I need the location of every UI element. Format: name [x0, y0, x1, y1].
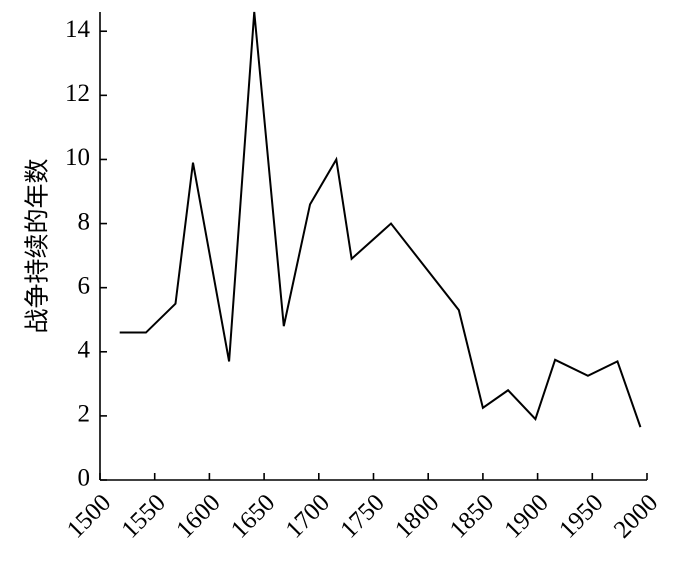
x-tick-label: 1900 — [499, 489, 553, 543]
y-tick-label: 10 — [65, 144, 90, 171]
x-tick-label: 1550 — [117, 489, 171, 543]
x-tick-label: 1950 — [554, 489, 608, 543]
x-tick-label: 1600 — [171, 489, 225, 543]
y-tick-label: 12 — [65, 80, 90, 107]
x-tick-label: 1500 — [62, 489, 116, 543]
data-line — [119, 11, 642, 428]
x-tick-label: 1850 — [445, 489, 499, 543]
y-tick-label: 4 — [78, 337, 91, 364]
x-tick-label: 1700 — [281, 489, 335, 543]
x-tick-label: 1800 — [390, 489, 444, 543]
y-tick-label: 6 — [78, 272, 91, 299]
x-tick-label: 1650 — [226, 489, 280, 543]
y-tick-label: 2 — [78, 401, 91, 428]
x-tick-label: 1750 — [335, 489, 389, 543]
y-tick-label: 0 — [78, 465, 91, 492]
y-tick-label: 14 — [65, 16, 91, 43]
x-tick-label: 2000 — [609, 489, 663, 543]
y-tick-label: 8 — [78, 208, 91, 235]
y-axis-label: 战争持续的年数 — [24, 158, 52, 333]
